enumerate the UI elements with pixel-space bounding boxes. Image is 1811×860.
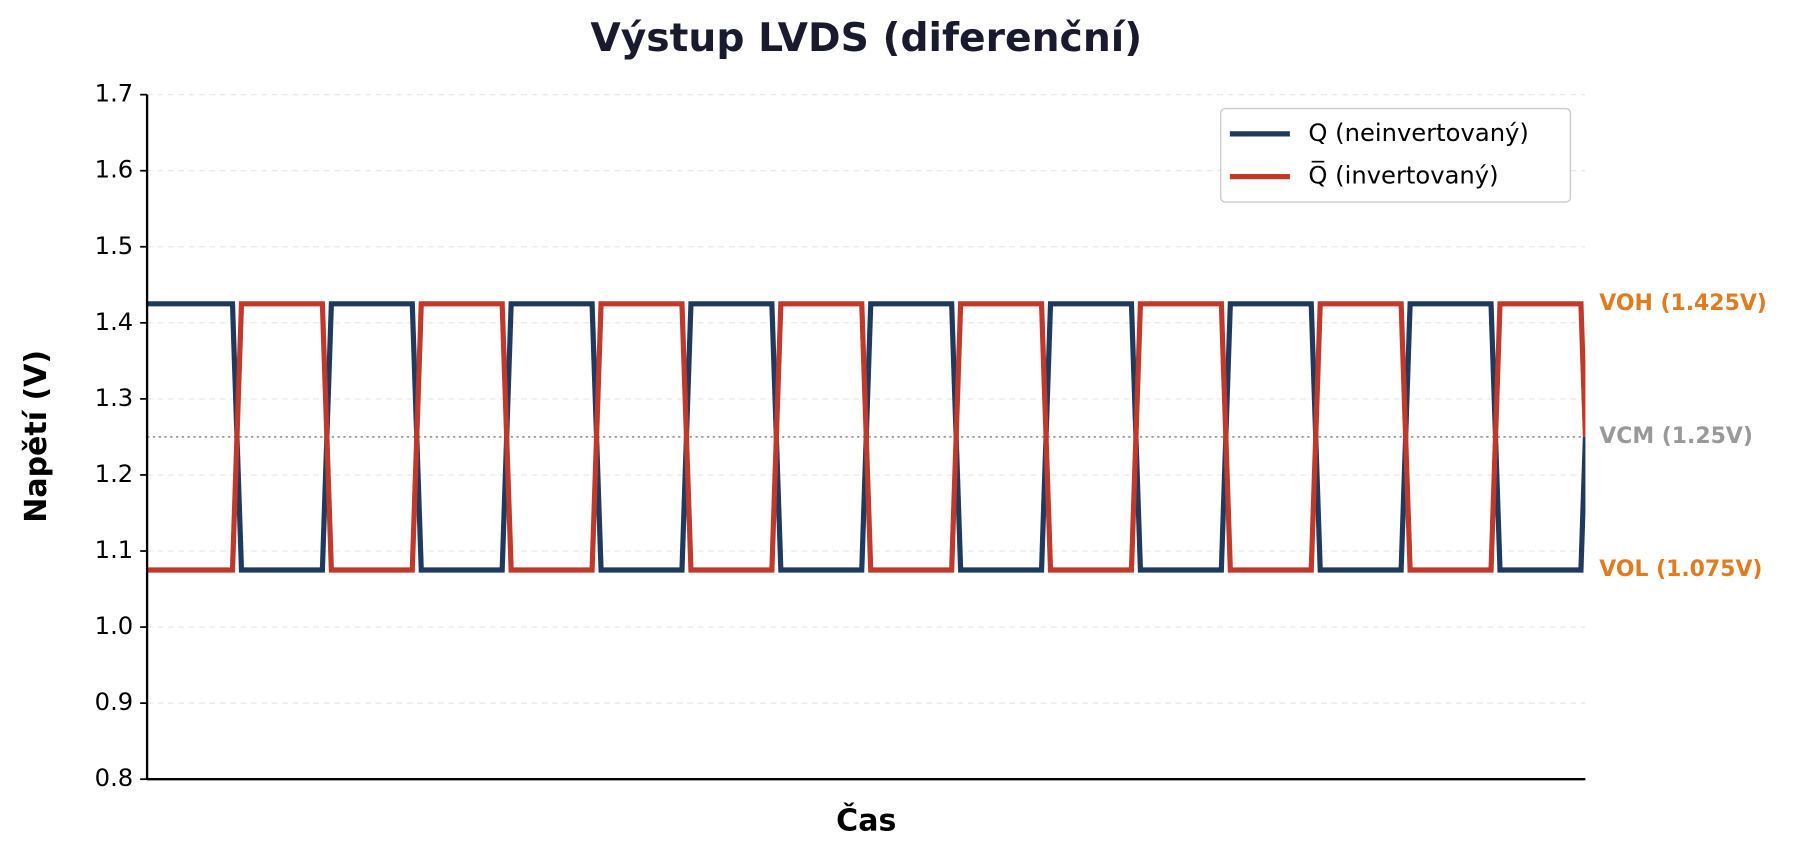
- y-tick-label: 1.7: [95, 79, 134, 108]
- y-tick-label: 1.1: [95, 535, 134, 564]
- y-tick-label: 0.9: [95, 687, 134, 716]
- series-line: [147, 301, 1586, 573]
- y-tick-label: 1.0: [95, 611, 134, 640]
- y-tick-label: 1.4: [95, 307, 134, 336]
- reference-label: VOL (1.075V): [1599, 557, 1762, 582]
- chart-title: Výstup LVDS (diferenční): [590, 16, 1142, 61]
- y-tick-label: 1.2: [95, 459, 134, 488]
- y-tick-label: 1.5: [95, 231, 134, 260]
- legend-label: Q (neinvertovaný): [1308, 118, 1528, 147]
- y-axis-label: Napětí (V): [19, 350, 54, 523]
- reference-label: VCM (1.25V): [1599, 424, 1753, 449]
- series-line: [147, 301, 1586, 573]
- legend-label: Q̅ (invertovaný): [1308, 160, 1498, 189]
- y-tick-label: 0.8: [95, 763, 134, 792]
- y-tick-label: 1.6: [95, 155, 134, 184]
- legend-box: [1219, 107, 1572, 203]
- reference-label: VOH (1.425V): [1599, 291, 1767, 316]
- y-tick-label: 1.3: [95, 383, 134, 412]
- x-axis-label: Čas: [836, 801, 896, 838]
